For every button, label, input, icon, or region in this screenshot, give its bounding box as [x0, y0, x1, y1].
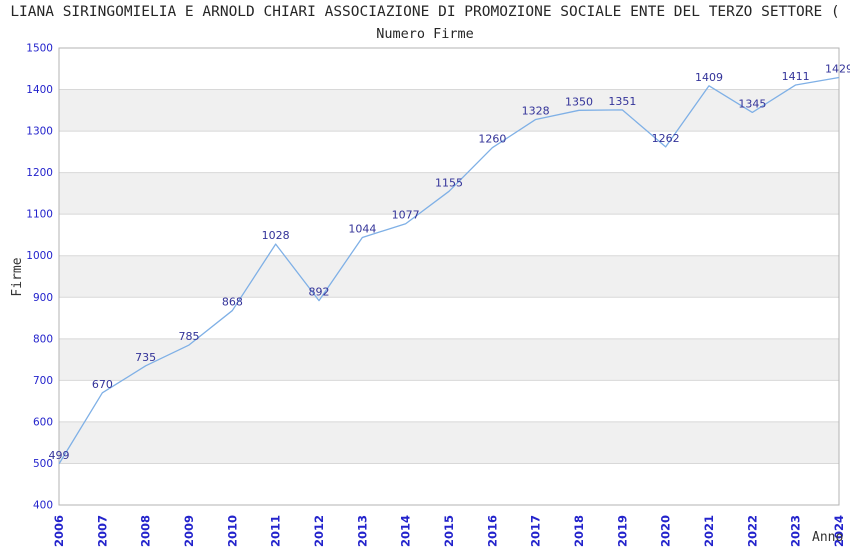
x-tick-label: 2017: [529, 515, 543, 547]
y-tick-label: 1000: [26, 250, 53, 262]
y-tick-label: 400: [33, 500, 53, 512]
plot-band: [59, 89, 839, 132]
data-point-label: 1350: [565, 95, 593, 108]
data-point-label: 1345: [738, 97, 766, 110]
y-tick-label: 1300: [26, 126, 53, 138]
x-tick-label: 2021: [702, 515, 716, 547]
x-tick-label: 2016: [485, 515, 499, 547]
x-tick-label: 2013: [355, 515, 369, 547]
y-tick-label: 1200: [26, 167, 53, 179]
x-tick-label: 2012: [312, 515, 326, 547]
plot-band: [59, 421, 839, 464]
data-point-label: 1077: [392, 209, 420, 222]
x-tick-label: 2006: [52, 515, 66, 547]
plot-band: [59, 338, 839, 381]
x-tick-label: 2011: [269, 515, 283, 547]
data-point-label: 785: [179, 330, 200, 343]
data-point-label: 1155: [435, 176, 463, 189]
data-point-label: 735: [135, 351, 156, 364]
data-point-label: 868: [222, 296, 243, 309]
x-tick-label: 2024: [832, 515, 846, 547]
data-point-label: 1351: [608, 95, 636, 108]
y-axis-title: Firme: [10, 257, 26, 297]
x-tick-label: 2015: [442, 515, 456, 547]
data-line: [58, 76, 840, 465]
chart-title: LIANA SIRINGOMIELIA E ARNOLD CHIARI ASSO…: [10, 4, 840, 20]
x-tick-label: 2008: [139, 515, 153, 547]
data-point-label: 670: [92, 378, 113, 391]
data-point-label: 1260: [478, 133, 506, 146]
x-tick-label: 2010: [225, 515, 239, 547]
y-tick-label: 800: [33, 333, 53, 345]
data-point-label: 1328: [522, 104, 550, 117]
plot-border: [58, 47, 840, 506]
x-tick-label: 2014: [399, 515, 413, 547]
chart-subtitle: Numero Firme: [376, 26, 474, 42]
data-point-label: 1044: [348, 222, 376, 235]
x-tick-label: 2022: [745, 515, 759, 547]
x-tick-label: 2023: [789, 515, 803, 547]
x-tick-label: 2007: [95, 515, 109, 547]
data-point-label: 892: [309, 286, 330, 299]
x-tick-label: 2018: [572, 515, 586, 547]
data-point-label: 1028: [262, 229, 290, 242]
x-tick-label: 2009: [182, 515, 196, 547]
y-tick-label: 1500: [26, 43, 53, 55]
data-point-label: 499: [49, 449, 70, 462]
y-tick-label: 700: [33, 375, 53, 387]
y-tick-label: 1400: [26, 84, 53, 96]
y-tick-label: 500: [33, 458, 53, 470]
x-axis-title: Anno: [812, 530, 844, 545]
data-point-label: 1411: [782, 70, 810, 83]
data-point-label: 1262: [652, 132, 680, 145]
plot-band: [59, 255, 839, 298]
x-tick-label: 2019: [615, 515, 629, 547]
y-tick-label: 900: [33, 292, 53, 304]
x-tick-label: 2020: [659, 515, 673, 547]
y-tick-label: 1100: [26, 209, 53, 221]
plot-band: [59, 172, 839, 215]
data-point-label: 1429: [825, 62, 850, 75]
data-point-label: 1409: [695, 71, 723, 84]
y-tick-label: 600: [33, 416, 53, 428]
